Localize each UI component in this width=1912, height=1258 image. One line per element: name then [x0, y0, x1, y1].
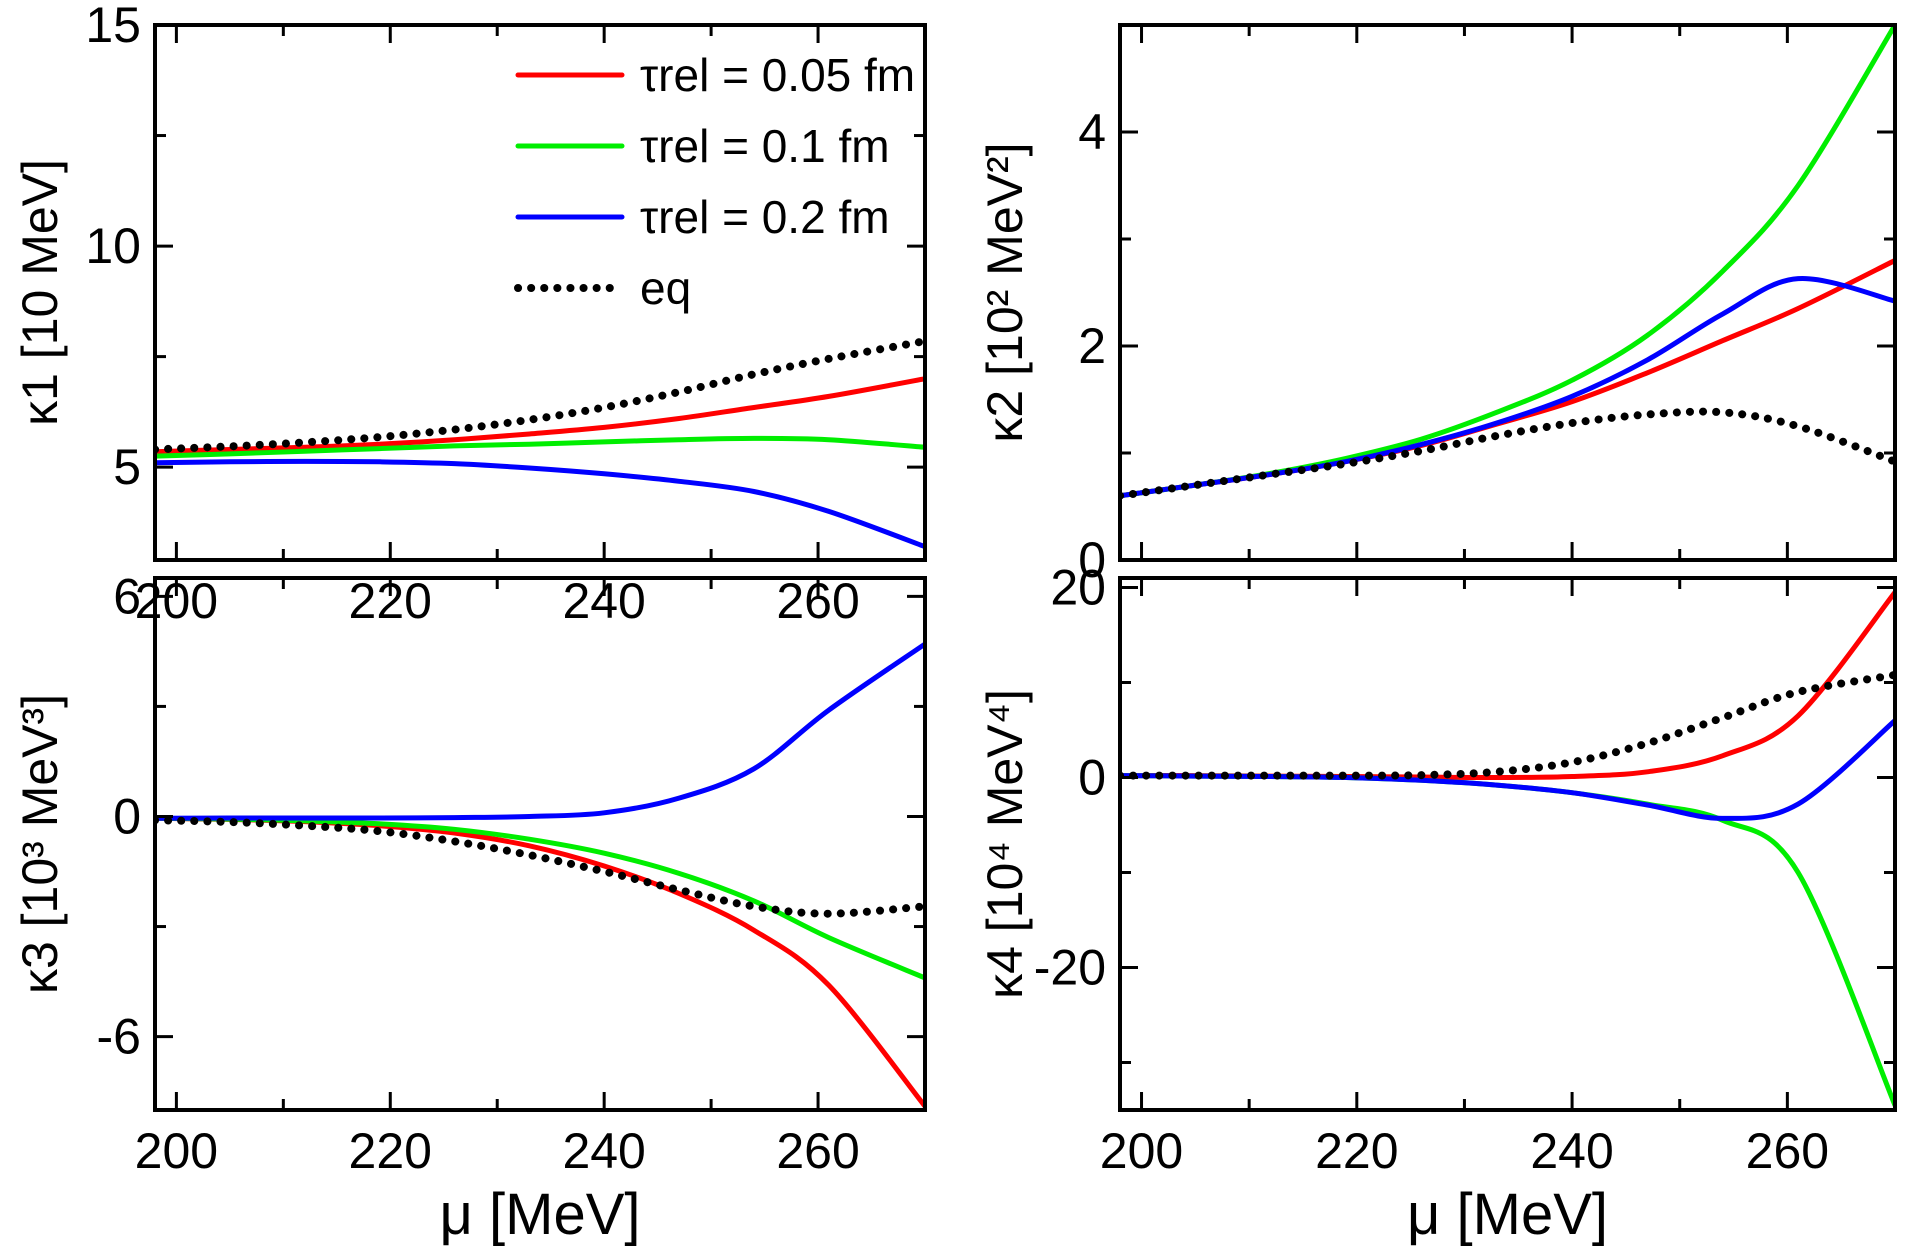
- y-tick-label: -20: [1034, 940, 1106, 996]
- series-line-2: [155, 641, 925, 821]
- series-line-2: [1120, 718, 1895, 821]
- panel-kappa4: 200 220 240 260 -20 0 20 κ4 [10⁴ MeV⁴] μ [MeV]: [977, 560, 1897, 1247]
- x-tick-label: 260: [776, 1123, 859, 1179]
- series-line-3: [1120, 670, 1895, 780]
- x-tick-label: 220: [1315, 1123, 1398, 1179]
- x-tick-label: 240: [1530, 1123, 1613, 1179]
- series-line-1: [1120, 773, 1895, 1108]
- x-axis-label: μ [MeV]: [1407, 1182, 1608, 1247]
- series-group: [155, 641, 925, 1109]
- x-axis-label: μ [MeV]: [439, 1182, 640, 1247]
- plot-frame: [1118, 23, 1897, 562]
- y-axis-label: κ4 [10⁴ MeV⁴]: [977, 689, 1033, 999]
- y-tick-label: 6: [113, 568, 141, 624]
- legend: τrel = 0.05 fm τrel = 0.1 fm τrel = 0.2 fm…: [514, 49, 915, 314]
- series-line-3: [155, 337, 925, 454]
- legend-label: τrel = 0.05 fm: [640, 49, 915, 101]
- series-line-0: [1120, 589, 1895, 781]
- panel-kappa2: 0 2 4 κ2 [10² MeV²]: [977, 23, 1897, 588]
- series-line-1: [155, 815, 925, 981]
- y-tick-label: 0: [1078, 750, 1106, 806]
- legend-label: τrel = 0.2 fm: [640, 191, 890, 243]
- x-tick-label: 200: [1100, 1123, 1183, 1179]
- series-group: [1120, 25, 1895, 500]
- y-tick-label: 2: [1078, 318, 1106, 374]
- series-line-0: [155, 376, 925, 455]
- plot-frame: [1118, 576, 1897, 1112]
- x-tick-label: 240: [562, 1123, 645, 1179]
- series-line-2: [1120, 276, 1895, 499]
- y-axis-label: κ2 [10² MeV²]: [977, 142, 1033, 442]
- y-tick-label: 15: [85, 0, 141, 53]
- series-group: [1120, 589, 1895, 1108]
- y-tick-label: 10: [85, 218, 141, 274]
- series-line-0: [1120, 257, 1895, 499]
- y-axis-label: κ1 [10 MeV]: [12, 159, 68, 426]
- x-tick-label: 200: [135, 1123, 218, 1179]
- y-tick-label: 0: [1078, 532, 1106, 588]
- x-tick-label: 260: [1746, 1123, 1829, 1179]
- series-line-1: [155, 435, 925, 459]
- y-tick-label: 20: [1050, 560, 1106, 616]
- y-tick-label: -6: [97, 1009, 141, 1065]
- series-line-3: [155, 816, 925, 918]
- y-tick-label: 0: [113, 788, 141, 844]
- plot-frame: [153, 23, 927, 562]
- y-tick-label: 5: [113, 439, 141, 495]
- legend-label: τrel = 0.1 fm: [640, 120, 890, 172]
- legend-label: eq: [640, 262, 691, 314]
- series-line-2: [155, 458, 925, 550]
- series-line-1: [1120, 25, 1895, 499]
- series-group: [155, 337, 925, 550]
- y-tick-label: 4: [1078, 104, 1106, 160]
- y-axis-label: κ3 [10³ MeV³]: [12, 694, 68, 994]
- plot-frame: [153, 576, 927, 1112]
- series-line-3: [1120, 407, 1895, 500]
- series-line-0: [155, 815, 925, 1109]
- panel-kappa3: 200 220 240 260 -6 0 6 κ3 [10³ MeV³] μ [MeV]: [12, 568, 927, 1247]
- x-tick-label: 220: [349, 1123, 432, 1179]
